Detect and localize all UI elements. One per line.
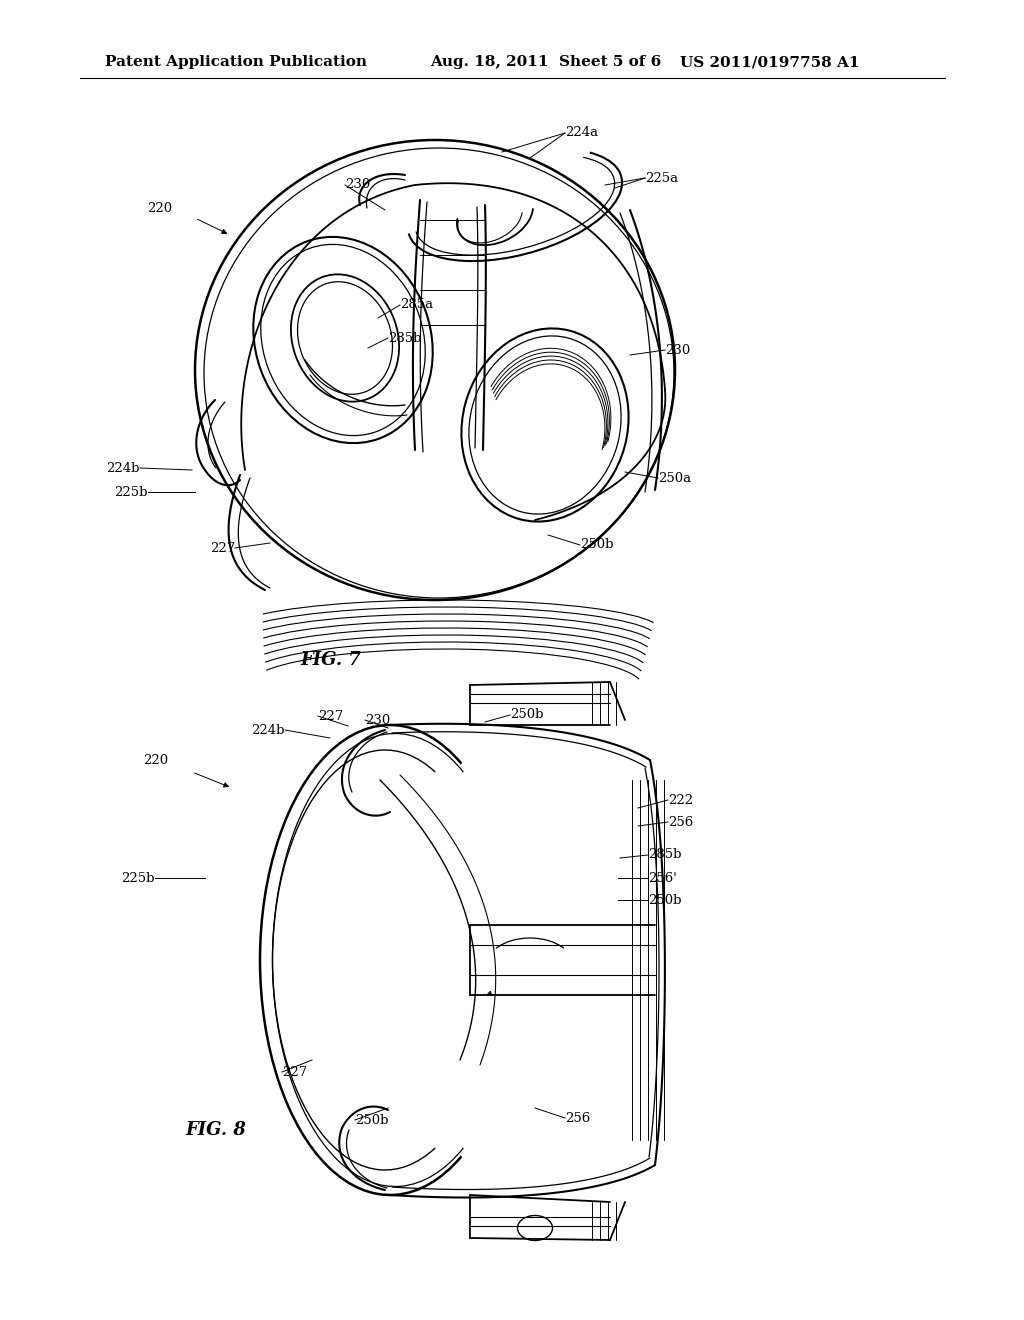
Text: 250b: 250b <box>510 709 544 722</box>
Text: 256: 256 <box>565 1111 590 1125</box>
Text: 220: 220 <box>143 754 168 767</box>
Text: 256: 256 <box>668 816 693 829</box>
Text: 230: 230 <box>365 714 390 726</box>
Text: 250b: 250b <box>355 1114 388 1126</box>
Text: 285b: 285b <box>388 331 422 345</box>
Text: 230: 230 <box>345 178 371 191</box>
Text: 225a: 225a <box>645 172 678 185</box>
Text: 220: 220 <box>146 202 172 214</box>
Text: Aug. 18, 2011  Sheet 5 of 6: Aug. 18, 2011 Sheet 5 of 6 <box>430 55 662 69</box>
Text: 224a: 224a <box>565 127 598 140</box>
Text: US 2011/0197758 A1: US 2011/0197758 A1 <box>680 55 859 69</box>
Text: 224b: 224b <box>106 462 140 474</box>
Text: 227: 227 <box>210 541 234 554</box>
Text: 222: 222 <box>668 793 693 807</box>
Text: Patent Application Publication: Patent Application Publication <box>105 55 367 69</box>
Text: 250b: 250b <box>580 539 613 552</box>
Text: 256': 256' <box>648 871 677 884</box>
Text: 285a: 285a <box>400 298 433 312</box>
Text: 225b: 225b <box>115 486 148 499</box>
Text: 250a: 250a <box>658 471 691 484</box>
Text: 285b: 285b <box>648 849 682 862</box>
Text: 227: 227 <box>282 1065 307 1078</box>
Text: 225b: 225b <box>122 871 155 884</box>
Text: 224b: 224b <box>252 723 285 737</box>
Text: 250b: 250b <box>648 894 682 907</box>
Text: FIG. 7: FIG. 7 <box>300 651 360 669</box>
Text: FIG. 8: FIG. 8 <box>185 1121 246 1139</box>
Text: 227: 227 <box>318 710 343 722</box>
Text: 230: 230 <box>665 343 690 356</box>
